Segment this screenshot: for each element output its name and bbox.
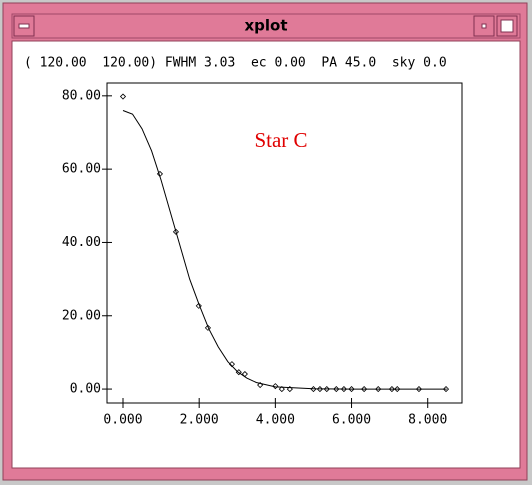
- y-tick-label: 0.00: [70, 382, 101, 397]
- data-point: [272, 383, 279, 390]
- client-area: [11, 40, 521, 469]
- menu-icon: [18, 23, 30, 29]
- y-tick-label: 80.00: [62, 88, 101, 103]
- data-point: [323, 386, 330, 393]
- data-point: [204, 324, 212, 331]
- data-point: [442, 386, 450, 393]
- minimize-icon: [481, 23, 487, 29]
- data-point: [415, 386, 423, 393]
- fit-info: ( 120.00 120.00) FWHM 3.03 ec 0.00 PA 45…: [24, 56, 447, 71]
- y-tick-label: 40.00: [62, 235, 101, 250]
- data-point: [286, 386, 293, 393]
- plot-frame: [106, 82, 463, 404]
- data-point: [119, 93, 127, 100]
- data-point: [348, 386, 355, 393]
- y-tick-label: 20.00: [62, 308, 101, 323]
- data-point: [375, 386, 382, 393]
- data-point: [195, 302, 202, 309]
- data-point: [172, 228, 180, 235]
- fit-curve: [122, 110, 447, 390]
- y-tick-label: 60.00: [62, 162, 101, 177]
- x-tick-label: 6.000: [332, 413, 371, 428]
- title-bar: [11, 13, 521, 39]
- data-point: [361, 386, 368, 393]
- data-point: [388, 386, 395, 393]
- annotation: Star C: [254, 128, 307, 152]
- data-point: [333, 386, 340, 393]
- data-point: [340, 386, 347, 393]
- data-point: [394, 386, 401, 393]
- window-title: xplot: [244, 17, 287, 35]
- x-tick-label: 8.000: [408, 413, 447, 428]
- x-tick-label: 2.000: [180, 413, 219, 428]
- data-point: [316, 386, 323, 393]
- data-point: [278, 386, 285, 393]
- maximize-icon: [500, 19, 514, 33]
- x-tick-label: 0.000: [103, 413, 142, 428]
- x-tick-label: 4.000: [256, 413, 295, 428]
